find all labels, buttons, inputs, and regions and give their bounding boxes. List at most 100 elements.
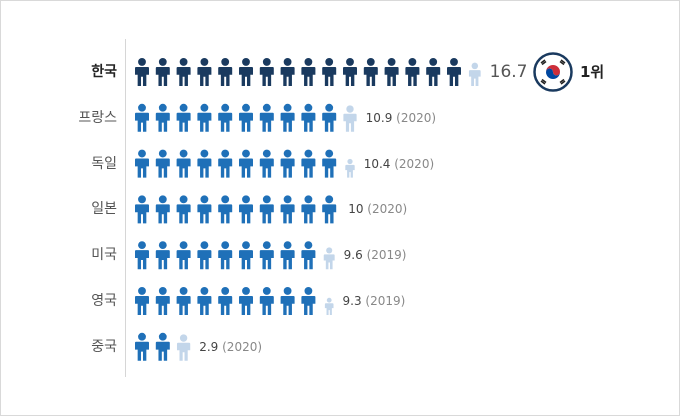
person-icon — [176, 58, 191, 86]
person-icon — [280, 195, 295, 224]
person-icon — [218, 58, 233, 86]
person-icon — [135, 332, 149, 361]
person-icon — [239, 58, 253, 86]
person-icon — [259, 241, 274, 270]
person-icon — [155, 241, 170, 270]
partial-person-icon — [468, 62, 481, 86]
person-icon — [447, 58, 461, 86]
row-label: 미국 — [91, 247, 117, 264]
person-icon — [239, 149, 253, 178]
person-icon — [197, 195, 212, 224]
person-icon — [135, 103, 149, 132]
person-icon — [322, 195, 337, 224]
person-icon — [280, 58, 295, 86]
partial-person-icon — [324, 297, 334, 315]
person-icon — [176, 287, 191, 315]
person-icon — [322, 149, 337, 178]
person-icon — [218, 103, 233, 132]
person-icon — [197, 287, 212, 315]
value-year: (2020) — [394, 156, 435, 171]
person-icon — [155, 287, 170, 315]
person-icon — [197, 103, 212, 132]
rank-text: 1위 — [580, 63, 605, 81]
value-label: 9.6 (2019) — [344, 247, 407, 263]
person-icon — [322, 103, 337, 132]
value-year: (2020) — [367, 202, 408, 217]
partial-person-icon — [176, 334, 191, 361]
person-icon — [135, 241, 149, 270]
partial-person-icon — [343, 105, 357, 132]
value-label: 2.9 (2020) — [199, 339, 262, 355]
pictograph-row — [135, 58, 481, 86]
pictograph-row — [135, 332, 191, 361]
row-label: 영국 — [91, 293, 117, 309]
person-icon — [176, 241, 191, 270]
person-icon — [301, 149, 316, 178]
person-icon — [239, 287, 253, 315]
value-number: 2.9 — [199, 339, 219, 354]
value-year: (2020) — [222, 339, 263, 354]
person-icon — [135, 149, 149, 178]
person-icon — [135, 195, 149, 224]
person-icon — [259, 103, 274, 132]
value-number: 10 — [348, 202, 364, 217]
person-icon — [155, 149, 170, 178]
row-label: 독일 — [91, 155, 117, 172]
pictograph-row — [135, 287, 334, 315]
south-korea-flag-icon — [533, 52, 573, 92]
person-icon — [176, 149, 191, 178]
value-label: 16.7 — [490, 62, 528, 82]
value-number: 10.9 — [365, 110, 393, 125]
partial-person-icon — [345, 158, 355, 178]
person-icon — [239, 103, 253, 132]
pictograph-row — [135, 149, 355, 178]
value-number: 10.4 — [363, 156, 391, 171]
person-icon — [218, 241, 233, 270]
person-icon — [259, 149, 274, 178]
person-icon — [197, 58, 212, 86]
person-icon — [176, 103, 191, 132]
person-icon — [280, 287, 295, 315]
value-label: 9.3 (2019) — [343, 293, 406, 309]
person-icon — [259, 195, 274, 224]
axis-line — [125, 39, 126, 377]
person-icon — [135, 58, 149, 86]
value-year: (2020) — [396, 110, 437, 125]
value-number: 16.7 — [489, 62, 528, 82]
person-icon — [301, 195, 316, 224]
person-icon — [405, 58, 420, 86]
person-icon — [176, 195, 191, 224]
person-icon — [135, 287, 149, 315]
person-icon — [301, 58, 316, 86]
person-icon — [259, 58, 274, 86]
person-icon — [197, 149, 212, 178]
person-icon — [384, 58, 399, 86]
pictograph-row — [135, 103, 357, 132]
person-icon — [322, 58, 337, 86]
person-icon — [155, 195, 170, 224]
person-icon — [280, 241, 295, 270]
value-number: 9.3 — [342, 294, 362, 308]
person-icon — [301, 241, 316, 270]
person-icon — [218, 195, 233, 224]
person-icon — [239, 241, 253, 270]
row-label: 프랑스 — [78, 109, 117, 126]
value-number: 9.6 — [343, 248, 363, 263]
person-icon — [239, 195, 253, 224]
person-icon — [363, 58, 378, 86]
person-icon — [343, 58, 357, 86]
person-icon — [155, 332, 170, 361]
pictograph-row — [135, 195, 337, 224]
person-icon — [197, 241, 212, 270]
person-icon — [280, 103, 295, 132]
row-label: 한국 — [91, 64, 117, 80]
person-icon — [218, 287, 233, 315]
person-icon — [218, 149, 233, 178]
person-icon — [155, 103, 170, 132]
row-label: 일본 — [91, 201, 117, 218]
row-label: 중국 — [91, 338, 117, 355]
pictograph-row — [135, 241, 335, 270]
value-year: (2019) — [365, 294, 406, 308]
value-label: 10.9 (2020) — [366, 110, 436, 126]
